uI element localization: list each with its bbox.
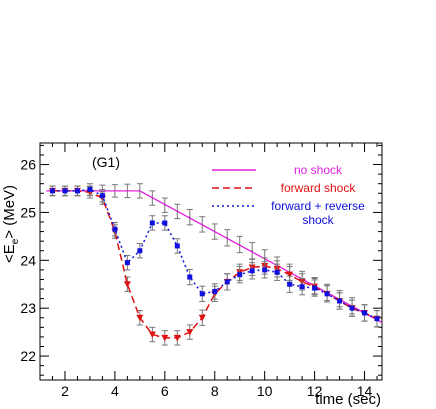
data-point: [149, 220, 155, 226]
x-tick-label: 4: [111, 383, 119, 399]
data-point: [161, 334, 169, 342]
legend-label: no shock: [294, 163, 343, 177]
data-point: [74, 188, 80, 194]
data-point: [349, 305, 355, 311]
data-point: [187, 274, 193, 280]
data-point: [162, 220, 168, 226]
x-tick-label: 10: [257, 383, 273, 399]
data-point: [237, 272, 243, 278]
data-point: [99, 193, 105, 199]
y-axis-title-sub: e: [10, 238, 21, 244]
y-tick-label: 25: [20, 204, 36, 220]
data-point: [274, 269, 280, 275]
y-tick-label: 23: [20, 300, 36, 316]
data-point: [299, 284, 305, 290]
y-axis-title-rest: > (MeV): [1, 185, 18, 239]
x-tick-label: 12: [307, 383, 323, 399]
y-axis-title-main: <E: [1, 244, 18, 263]
legend: no shock forward shock forward + reversesh…: [212, 163, 365, 227]
legend-label: shock: [302, 213, 334, 227]
plot-frame-layer: [39, 142, 383, 381]
series-forward-reverse-shock: [49, 183, 381, 328]
data-point: [174, 243, 180, 249]
y-tick-label: 22: [20, 348, 36, 364]
data-point: [49, 188, 55, 194]
data-point: [186, 329, 194, 336]
y-axis-title: <Ee> (MeV): [1, 185, 21, 263]
series-layer: [46, 183, 383, 346]
data-point: [62, 188, 68, 194]
data-point: [87, 186, 93, 192]
data-point: [312, 285, 318, 291]
legend-label: forward shock: [281, 181, 357, 195]
x-axis-title: time (sec): [315, 391, 381, 408]
data-point: [148, 331, 156, 339]
data-point: [123, 281, 131, 288]
y-tick-label: 24: [20, 252, 36, 268]
data-point: [324, 291, 330, 297]
data-point: [262, 267, 268, 273]
data-point: [137, 248, 143, 254]
data-point: [198, 314, 206, 322]
x-tick-label: 2: [61, 383, 69, 399]
data-point: [224, 279, 230, 285]
data-point: [374, 316, 380, 322]
legend-entry: no shock: [212, 163, 343, 177]
x-tick-label: 6: [161, 383, 169, 399]
data-point: [212, 288, 218, 294]
panel-label: (G1): [92, 154, 120, 170]
legend-entry: forward shock: [212, 181, 356, 195]
legend-label: forward + reverse: [271, 199, 365, 213]
data-point: [136, 314, 144, 322]
plot-frame: [39, 142, 383, 381]
x-tick-label: 14: [357, 383, 373, 399]
data-point: [337, 298, 343, 304]
data-point: [124, 260, 130, 266]
data-point: [173, 334, 181, 342]
y-tick-label: 26: [20, 157, 36, 173]
data-point: [199, 291, 205, 297]
data-point: [287, 281, 293, 287]
data-point: [249, 268, 255, 274]
x-tick-label: 8: [211, 383, 219, 399]
data-point: [112, 226, 118, 232]
data-point: [286, 271, 294, 279]
data-point: [362, 310, 368, 316]
